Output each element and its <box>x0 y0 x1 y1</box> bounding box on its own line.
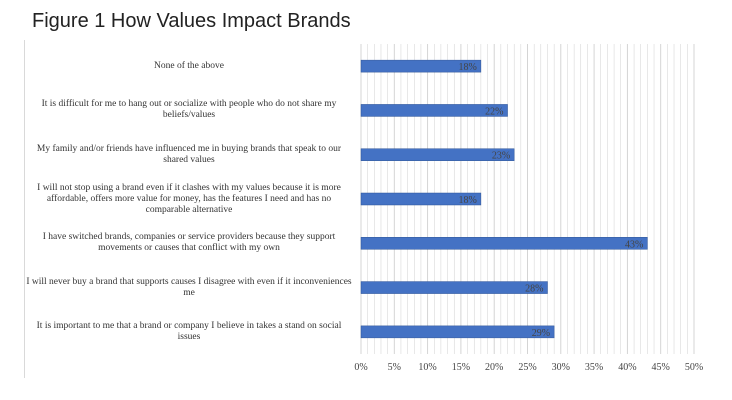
x-tick-label: 25% <box>518 362 536 373</box>
data-label: 29% <box>532 328 550 339</box>
x-tick-label: 35% <box>585 362 603 373</box>
bar <box>360 104 508 117</box>
bar <box>360 148 515 161</box>
data-label: 18% <box>459 62 477 73</box>
data-label: 23% <box>492 151 510 162</box>
x-tick-label: 40% <box>618 362 636 373</box>
category-label: I will never buy a brand that supports c… <box>26 276 352 298</box>
category-label: My family and/or friends have influenced… <box>36 143 342 165</box>
x-tick-label: 0% <box>354 362 367 373</box>
data-label: 43% <box>625 239 643 250</box>
x-tick-label: 45% <box>652 362 670 373</box>
bar <box>360 281 548 294</box>
x-tick-label: 50% <box>685 362 703 373</box>
category-label: I will not stop using a brand even if it… <box>37 182 341 215</box>
bar <box>360 59 482 73</box>
data-label: 22% <box>485 106 503 117</box>
bar <box>360 325 555 339</box>
bar <box>360 237 648 250</box>
figure-title: Figure 1 How Values Impact Brands <box>32 10 351 32</box>
data-label: 28% <box>525 284 543 295</box>
x-tick-label: 15% <box>452 362 470 373</box>
x-tick-label: 10% <box>418 362 436 373</box>
category-label: It is difficult for me to hang out or so… <box>41 99 337 121</box>
category-label: I have switched brands, companies or ser… <box>42 232 336 254</box>
x-tick-label: 20% <box>485 362 503 373</box>
x-tick-label: 30% <box>552 362 570 373</box>
x-tick-label: 5% <box>388 362 401 373</box>
bar <box>360 192 482 206</box>
category-label: None of the above <box>154 60 224 71</box>
left-divider <box>24 40 25 378</box>
category-label: It is important to me that a brand or co… <box>36 320 342 342</box>
data-label: 18% <box>459 195 477 206</box>
